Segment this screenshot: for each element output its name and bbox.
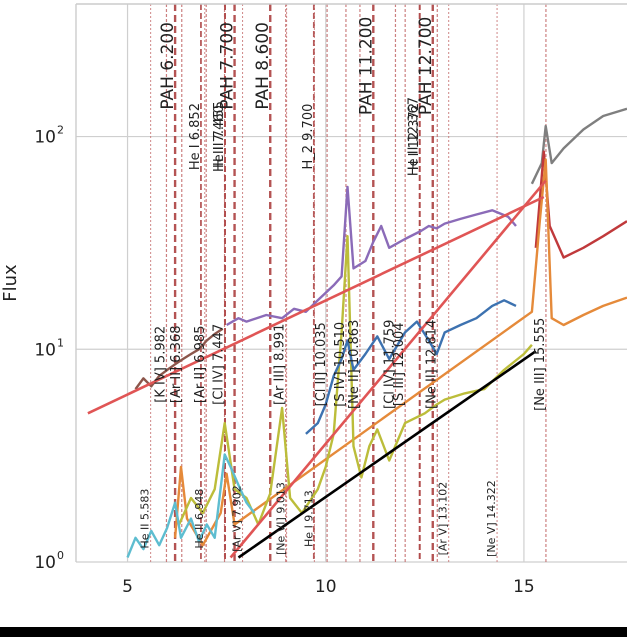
pah-line-label: PAH 12.700 [416,17,436,115]
y-tick-exponent: 1 [57,336,64,349]
y-tick-label: 10 [34,553,56,573]
atomic-line-label: [S IV] 10.510 [333,322,348,407]
atomic-line-label: [S III] 12.004 [392,322,407,406]
atomic-line-label: [Cl IV] 7.447 [212,324,227,405]
atomic-line-label: [Ne II] 10.863 [347,320,362,409]
series-olive [178,234,533,526]
emission-line-labels: He II 5.583 He II 6.948 [Ar V] 7.902 [Ne VI… [139,17,548,557]
series-purple [226,185,517,327]
bottom-bar [0,627,627,637]
atomic-line-label: [Ar III] 8.991 [273,324,288,405]
pah-line-label: PAH 6.200 [158,22,178,110]
faint-line-label: [Ar V] 13.102 [437,482,450,556]
series-layer [87,107,627,559]
h-line-label: H_2 9.700 [301,104,316,170]
h-line-label: He I 6.852 [188,103,203,170]
atomic-line-label: [Ne II] 12.814 [424,320,439,409]
series-cyan [126,453,256,558]
atomic-line-label: [Cl IV] 11.759 [382,320,397,409]
fit-upper-line [87,195,545,415]
x-tick-label: 5 [122,577,133,597]
faint-line-label: [Ne VI] 9.013 [275,482,288,555]
y-tick-label: 10 [34,340,56,360]
pah-line-label: PAH 11.200 [356,17,376,115]
y-tick-exponent: 2 [57,124,64,137]
y-axis-label: Flux [0,264,21,302]
h-line-label: He II 7.455 [212,101,227,172]
h-line-label: H II 7.460 [212,105,227,168]
faint-line-label: He I 9.713 [302,490,315,547]
atomic-line-label: [Ar II] 6.985 [193,326,208,404]
atomic-line-label: [K IV] 5.982 [153,326,168,403]
series-blue [305,299,517,435]
h-line-label: He II 12.367 [407,97,422,176]
series-orange [173,158,627,547]
y-tick-exponent: 0 [57,549,64,562]
faint-line-label: [Ne V] 14.322 [485,480,498,557]
faint-line-label: He II 6.948 [193,489,206,549]
fit-lower-line [229,179,547,559]
fit-black-line [237,350,537,559]
faint-line-label: [Ar V] 7.902 [231,485,244,552]
grid-layer [76,4,627,563]
faint-line-label: He II 5.583 [139,489,152,549]
y-tick-label: 10 [34,128,56,148]
x-tick-label: 10 [315,577,337,597]
atomic-line-label: [Ne III] 15.555 [533,318,548,411]
x-tick-label: 15 [513,577,535,597]
series-red [534,150,627,259]
pah-line-label: PAH 8.600 [253,22,273,110]
pah-line-label: PAH 7.700 [218,22,238,110]
atomic-line-label: [Ar II] 6.368 [169,326,184,404]
h-line-label: H I 12.372 [407,103,422,170]
atomic-line-label: [Cl II] 10.035 [314,322,329,406]
emission-line-markers [150,4,547,562]
